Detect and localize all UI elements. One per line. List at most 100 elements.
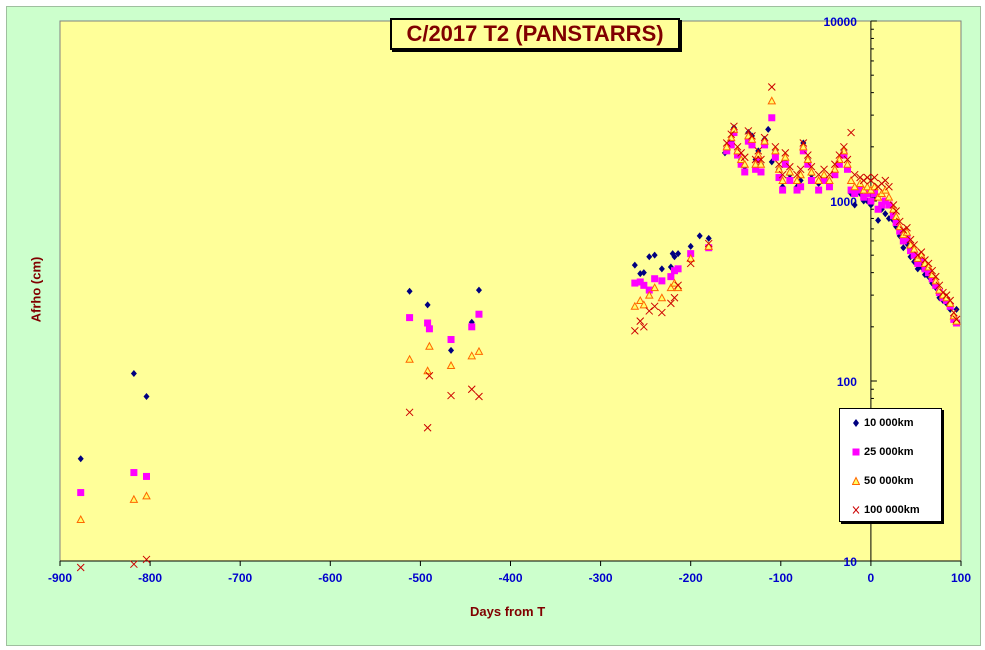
- data-point-x: [754, 146, 763, 155]
- data-point-square: [804, 160, 812, 168]
- data-point-x-stroke: [843, 155, 852, 164]
- data-point-x: [917, 248, 926, 256]
- data-point-x: [939, 288, 947, 297]
- data-point-square: [825, 183, 833, 191]
- data-point-x-stroke: [935, 281, 944, 290]
- data-point-triangle: [819, 170, 829, 179]
- data-point-square: [636, 278, 644, 286]
- data-point-x-stroke: [807, 162, 816, 171]
- data-point-triangle: [778, 175, 787, 184]
- data-point-square: [761, 141, 769, 149]
- legend-item: 10 000km: [840, 415, 941, 431]
- data-point-triangle: [405, 354, 414, 363]
- data-point-x-stroke: [928, 266, 937, 275]
- data-point-square: [757, 168, 765, 176]
- x-tick-label: -800: [138, 571, 162, 585]
- x-tick-label: 0: [868, 571, 875, 585]
- legend-item: 100 000km: [840, 502, 941, 518]
- data-point-x-stroke: [949, 308, 958, 317]
- data-point-x: [903, 223, 911, 232]
- data-point-triangle: [639, 300, 649, 309]
- data-point-triangle: [949, 311, 959, 320]
- data-point-x: [142, 555, 151, 564]
- data-point-triangle: [862, 182, 872, 191]
- data-point-triangle: [726, 133, 736, 142]
- data-point-triangle: [751, 159, 760, 168]
- data-point-x-stroke: [686, 259, 695, 268]
- data-point-triangle: [798, 142, 808, 151]
- data-point-x-stroke: [447, 391, 455, 400]
- data-point-x: [733, 142, 742, 151]
- data-point-diamond: [130, 370, 137, 378]
- data-point-x: [840, 142, 848, 151]
- data-point-x-stroke: [771, 142, 780, 151]
- x-tick-label: -900: [48, 571, 72, 585]
- data-point-triangle: [814, 175, 823, 184]
- data-point-square: [856, 186, 864, 194]
- data-point-square: [475, 310, 483, 318]
- data-point-square: [903, 234, 911, 242]
- data-point-x-stroke: [942, 291, 951, 299]
- data-point-square: [889, 212, 897, 220]
- data-point-x-stroke: [831, 160, 839, 169]
- data-point-x: [778, 170, 787, 179]
- axes: -900 -800 -700 -600 -500 -400 -300 -200 -100 0 100…: [48, 15, 971, 585]
- data-point-triangle: [446, 360, 456, 369]
- data-point-triangle: [474, 346, 484, 355]
- data-point-square: [921, 265, 929, 273]
- data-point-triangle: [753, 150, 763, 159]
- data-point-x: [799, 139, 808, 147]
- data-point-x: [423, 423, 432, 432]
- data-point-square: [896, 227, 904, 235]
- x-tick-label: -400: [498, 571, 522, 585]
- data-point-diamond: [705, 234, 712, 242]
- data-point-square: [447, 336, 455, 344]
- data-point-x: [751, 155, 760, 164]
- data-point-triangle: [785, 167, 795, 176]
- data-point-square: [899, 237, 907, 245]
- data-point-x: [796, 165, 805, 174]
- data-point-square: [674, 265, 682, 273]
- data-point-square: [831, 171, 839, 179]
- data-point-x-stroke: [881, 176, 890, 185]
- data-point-diamond: [646, 253, 653, 261]
- y-tick-label: 10: [844, 555, 858, 569]
- data-point-square: [775, 174, 783, 182]
- data-point-x: [667, 299, 675, 308]
- data-point-diamond: [631, 261, 638, 269]
- data-point-x: [467, 385, 476, 394]
- data-point-x-stroke: [737, 149, 746, 157]
- data-point-square: [843, 165, 851, 173]
- data-point-square: [793, 186, 801, 194]
- data-point-diamond: [448, 346, 455, 354]
- x-tick-label: -100: [769, 571, 793, 585]
- data-point-triangle: [657, 293, 667, 302]
- data-point-x: [636, 317, 645, 326]
- data-point-x: [775, 160, 783, 169]
- data-point-x: [831, 160, 839, 169]
- data-point-square: [670, 267, 678, 275]
- data-point-square: [867, 197, 875, 205]
- data-point-square: [914, 259, 922, 267]
- x-axis-title: Days from T: [470, 604, 546, 619]
- data-point-x-stroke: [870, 173, 879, 182]
- legend-label: 10 000km: [864, 417, 914, 429]
- legend-x-marker: [852, 506, 860, 514]
- data-point-x-stroke: [704, 239, 713, 248]
- data-point-x: [737, 149, 746, 157]
- y-axis-title: Afrho (cm): [28, 256, 44, 323]
- data-point-x: [447, 391, 455, 400]
- data-point-x-stroke: [405, 408, 414, 417]
- data-point-triangle: [644, 290, 654, 299]
- data-point-triangle: [774, 164, 784, 173]
- data-point-x: [686, 259, 695, 268]
- data-point-square: [424, 319, 432, 327]
- data-point-square: [779, 186, 787, 194]
- data-point-square: [640, 281, 648, 289]
- data-point-x: [744, 127, 753, 135]
- data-point-triangle: [884, 192, 894, 201]
- data-point-x: [76, 563, 85, 572]
- data-point-diamond: [640, 269, 647, 277]
- data-point-x: [843, 155, 852, 164]
- data-point-x: [881, 176, 890, 185]
